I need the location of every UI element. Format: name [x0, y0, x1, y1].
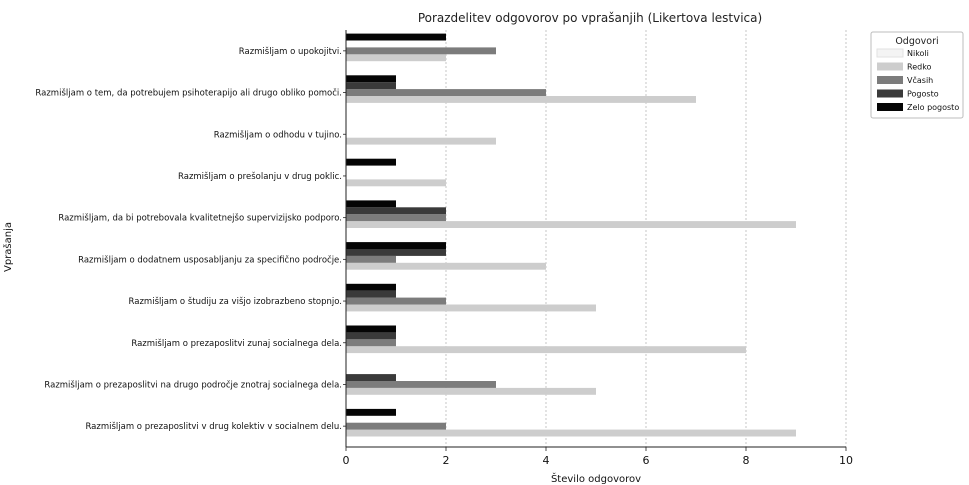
legend-swatch-zelo-pogosto	[877, 103, 903, 111]
bar-redko	[346, 221, 796, 228]
category-label: Razmišljam o prezaposlitvi v drug kolekt…	[85, 421, 342, 432]
bar-redko	[346, 179, 446, 187]
bar-zelo-pogosto	[346, 283, 396, 291]
category-label: Razmišljam o upokojitvi.	[239, 46, 342, 57]
legend-swatch-vcasih	[877, 76, 903, 84]
category-label: Razmišljam o dodatnem usposabljanju za s…	[78, 254, 342, 265]
legend-label-redko: Redko	[907, 63, 932, 72]
legend-items: Nikoli Redko Včasih Pogosto Zelo pogosto	[876, 48, 959, 112]
x-tick-label: 6	[643, 454, 650, 467]
legend: Odgovori Nikoli Redko Včasih Pogosto Zelo po…	[870, 31, 964, 119]
bar-pogosto	[346, 374, 396, 381]
legend-label-vcasih: Včasih	[907, 75, 933, 85]
bar-vcasih	[346, 339, 396, 347]
bar-vcasih	[346, 255, 396, 263]
x-axis-title: Število odgovorov	[551, 472, 641, 485]
bar-redko	[346, 262, 546, 270]
bar-vcasih	[346, 89, 546, 96]
bars	[346, 33, 796, 437]
category-labels: Razmišljam o upokojitvi. Razmišljam o tem…	[35, 46, 342, 432]
legend-label-nikoli: Nikoli	[907, 49, 929, 58]
axes	[343, 30, 846, 448]
category-label: Razmišljam o tem, da potrebujem psihoter…	[35, 88, 342, 99]
bar-zelo-pogosto	[346, 200, 396, 208]
bar-zelo-pogosto	[346, 33, 446, 41]
bar-redko	[346, 96, 696, 103]
category-label: Razmišljam o odhodu v tujino.	[214, 129, 342, 140]
x-tick-label: 2	[443, 454, 450, 467]
legend-title: Odgovori	[895, 36, 938, 47]
category-label: Razmišljam o prešolanju v drug poklic.	[178, 171, 342, 182]
bar-vcasih	[346, 422, 446, 430]
y-axis-title: Vprašanja	[2, 222, 14, 272]
bar-pogosto	[346, 332, 396, 340]
bar-zelo-pogosto	[346, 75, 396, 83]
legend-swatch-redko	[877, 62, 903, 71]
legend-swatch-nikoli	[876, 48, 904, 58]
bar-zelo-pogosto	[346, 325, 396, 333]
x-tick-label: 8	[743, 454, 750, 467]
bar-redko	[346, 429, 796, 437]
bar-zelo-pogosto	[346, 158, 396, 166]
category-label: Razmišljam o prezaposlitvi zunaj socialn…	[131, 338, 342, 349]
legend-swatch-pogosto	[877, 89, 903, 98]
x-tick-label: 4	[543, 454, 550, 467]
bar-zelo-pogosto	[346, 242, 446, 249]
legend-label-zelo-pogosto: Zelo pogosto	[907, 103, 959, 112]
bar-vcasih	[346, 297, 446, 305]
bar-redko	[346, 346, 746, 354]
bar-vcasih	[346, 214, 446, 222]
category-label: Razmišljam, da bi potrebovala kvalitetne…	[58, 213, 342, 224]
x-tick-label: 10	[839, 454, 853, 467]
bar-vcasih	[346, 47, 496, 55]
bar-redko	[346, 304, 596, 312]
bar-pogosto	[346, 82, 396, 90]
category-label: Razmišljam o prezaposlitvi na drugo podr…	[44, 379, 342, 390]
x-ticks: 0 2 4 6 8 10	[343, 447, 853, 467]
bar-pogosto	[346, 290, 396, 298]
category-label: Razmišljam o študiju za višjo izobrazben…	[129, 296, 342, 307]
bar-vcasih	[346, 381, 496, 388]
chart-title: Porazdelitev odgovorov po vprašanjih (Li…	[418, 11, 762, 25]
bar-pogosto	[346, 249, 446, 256]
bar-pogosto	[346, 207, 446, 215]
bar-zelo-pogosto	[346, 408, 396, 416]
bar-redko	[346, 137, 496, 145]
x-tick-label: 0	[343, 454, 350, 467]
bar-redko	[346, 54, 446, 62]
bar-redko	[346, 387, 596, 395]
legend-label-pogosto: Pogosto	[907, 90, 939, 99]
